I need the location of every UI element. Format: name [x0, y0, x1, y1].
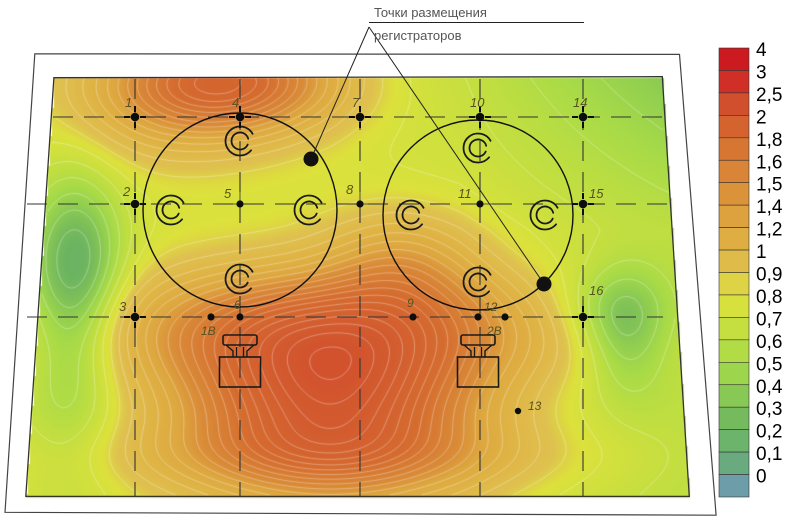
svg-text:16: 16 [589, 283, 604, 298]
svg-text:1,5: 1,5 [756, 175, 782, 196]
svg-text:5: 5 [224, 186, 232, 201]
svg-text:15: 15 [589, 186, 604, 201]
svg-text:0,6: 0,6 [756, 332, 782, 353]
svg-text:0,2: 0,2 [756, 422, 782, 443]
svg-text:1,8: 1,8 [756, 130, 782, 151]
svg-text:9: 9 [407, 296, 414, 310]
svg-text:Точки размещения: Точки размещения [374, 5, 487, 20]
svg-text:0,4: 0,4 [756, 377, 783, 398]
svg-text:1: 1 [756, 242, 767, 263]
svg-text:4: 4 [232, 95, 239, 110]
svg-text:0: 0 [756, 467, 767, 488]
svg-text:8: 8 [346, 182, 354, 197]
svg-text:0,7: 0,7 [756, 309, 782, 330]
svg-text:14: 14 [573, 95, 587, 110]
svg-text:1,2: 1,2 [756, 220, 782, 241]
svg-text:13: 13 [528, 399, 542, 413]
svg-text:0,8: 0,8 [756, 287, 782, 308]
svg-text:4: 4 [756, 40, 767, 61]
svg-text:0,9: 0,9 [756, 265, 782, 286]
svg-text:11: 11 [458, 186, 472, 201]
svg-text:2: 2 [756, 107, 767, 128]
svg-text:0,1: 0,1 [756, 444, 782, 465]
svg-text:7: 7 [352, 95, 360, 110]
svg-text:12: 12 [484, 300, 498, 314]
svg-text:3: 3 [756, 62, 767, 83]
svg-text:1B: 1B [201, 324, 216, 338]
svg-text:10: 10 [470, 95, 485, 110]
svg-text:2: 2 [122, 184, 131, 199]
svg-text:0,5: 0,5 [756, 354, 782, 375]
svg-text:0,3: 0,3 [756, 399, 782, 420]
svg-text:1: 1 [125, 95, 132, 110]
svg-text:1,6: 1,6 [756, 152, 782, 173]
svg-text:регистраторов: регистраторов [374, 28, 462, 43]
svg-text:2,5: 2,5 [756, 85, 782, 106]
svg-text:6: 6 [234, 298, 241, 312]
svg-text:3: 3 [119, 299, 127, 314]
svg-text:1,4: 1,4 [756, 197, 783, 218]
